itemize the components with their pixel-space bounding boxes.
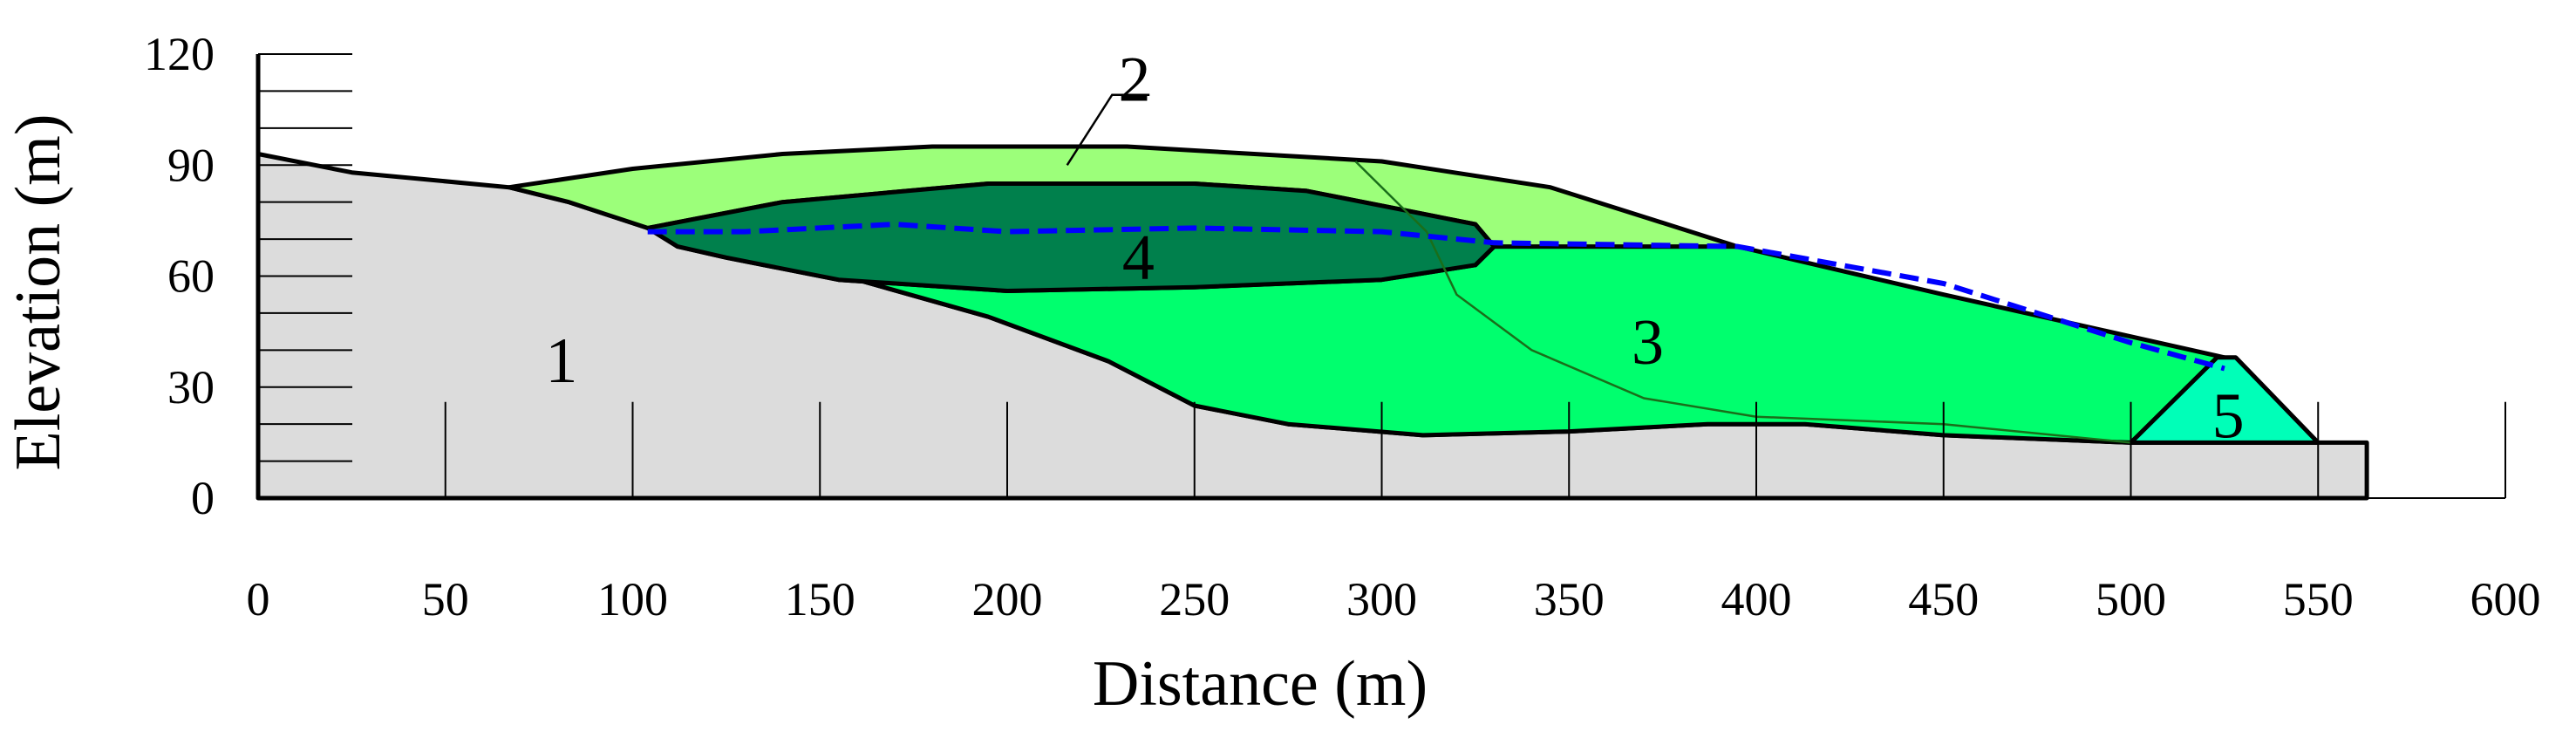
x-tick-label: 0 xyxy=(247,573,270,625)
zone-3-label: 3 xyxy=(1632,307,1664,379)
y-tick-label: 120 xyxy=(144,28,215,80)
x-axis-ticks xyxy=(444,401,2506,498)
zone-1-label: 1 xyxy=(545,325,577,397)
x-tick-label: 200 xyxy=(972,573,1043,625)
x-axis-tick-labels: 0 50 100 150 200 250 300 350 400 450 500 550 600 xyxy=(247,573,2541,625)
plot-area xyxy=(256,54,2505,501)
zone-4-region xyxy=(645,181,1496,293)
zone-labels: 1 2 3 4 5 xyxy=(545,44,2244,453)
y-axis-title: Elevation (m) xyxy=(3,114,74,471)
x-tick-label: 400 xyxy=(1721,573,1792,625)
y-axis-tick-labels: 0 30 60 90 120 xyxy=(144,28,215,524)
x-tick-label: 550 xyxy=(2283,573,2354,625)
x-tick-label: 250 xyxy=(1159,573,1230,625)
x-tick-label: 50 xyxy=(422,573,469,625)
y-axis-gridlines xyxy=(258,53,352,499)
slip-surface-line xyxy=(1354,161,2131,444)
y-tick-label: 30 xyxy=(167,361,215,413)
zone-2-label: 2 xyxy=(1119,44,1151,116)
zone-5-label: 5 xyxy=(2212,381,2245,453)
y-tick-label: 90 xyxy=(167,139,215,191)
x-axis-title: Distance (m) xyxy=(1093,648,1428,720)
zone-5-region xyxy=(2129,355,2320,445)
x-tick-label: 600 xyxy=(2470,573,2541,625)
x-tick-label: 500 xyxy=(2096,573,2166,625)
zone-4-label: 4 xyxy=(1122,222,1155,293)
x-tick-label: 350 xyxy=(1534,573,1605,625)
x-tick-label: 150 xyxy=(785,573,855,625)
x-tick-label: 300 xyxy=(1346,573,1417,625)
x-tick-label: 100 xyxy=(597,573,668,625)
phreatic-line xyxy=(647,222,2225,372)
x-tick-label: 450 xyxy=(1908,573,1979,625)
y-tick-label: 60 xyxy=(167,250,215,303)
label-2-leader-line xyxy=(1066,93,1150,166)
y-tick-label: 0 xyxy=(191,472,215,524)
